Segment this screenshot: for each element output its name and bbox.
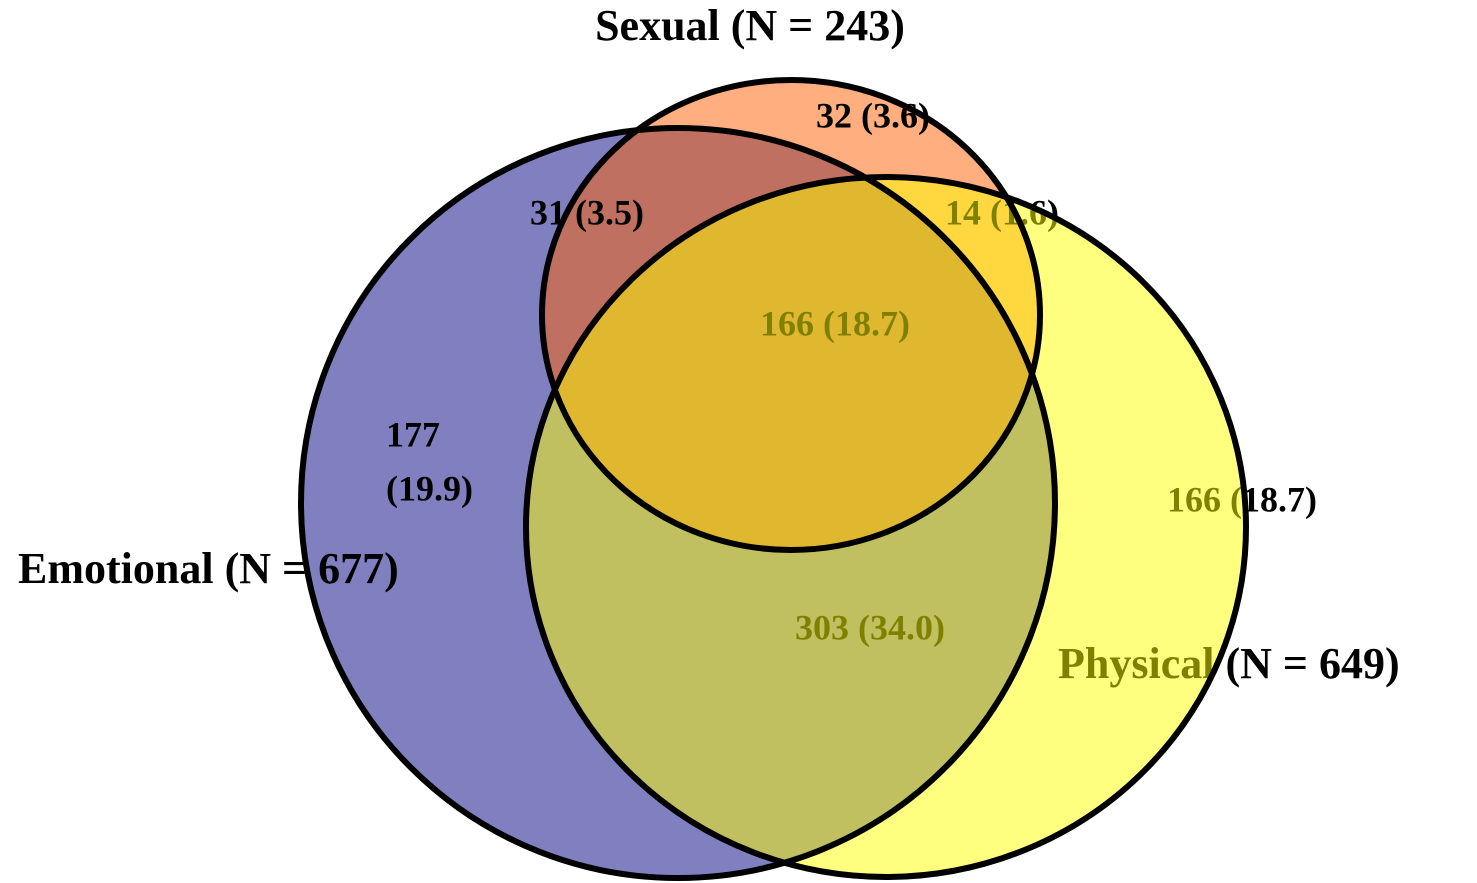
region-label: 32 (3.6) — [816, 95, 930, 135]
region-label: (19.9) — [386, 468, 473, 508]
sexual-circle-outline — [539, 77, 1043, 553]
region-label: 177 — [386, 414, 440, 454]
set-label: Sexual (N = 243) — [595, 1, 905, 50]
set-label: Emotional (N = 677) — [18, 544, 399, 593]
region-label: 31 (3.5) — [530, 192, 644, 232]
physical-circle-fill — [526, 177, 1246, 877]
physical-circle-outline — [523, 174, 1249, 880]
emotional-circle-outline — [298, 125, 1058, 881]
